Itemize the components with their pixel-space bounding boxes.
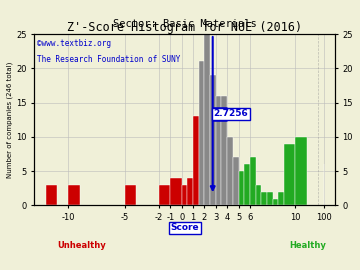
Bar	[68, 185, 80, 205]
X-axis label: Score: Score	[170, 224, 199, 232]
Bar	[244, 164, 250, 205]
Bar	[210, 75, 216, 205]
Bar	[227, 137, 233, 205]
Bar	[125, 185, 136, 205]
Bar	[193, 116, 199, 205]
Bar	[188, 178, 193, 205]
Bar	[295, 137, 307, 205]
Bar	[171, 178, 182, 205]
Text: 2.7256: 2.7256	[213, 109, 248, 119]
Bar	[239, 171, 244, 205]
Bar	[267, 192, 273, 205]
Bar	[250, 157, 256, 205]
Bar	[204, 34, 210, 205]
Text: Unhealthy: Unhealthy	[57, 241, 106, 250]
Bar	[221, 96, 227, 205]
Text: ©www.textbiz.org: ©www.textbiz.org	[37, 39, 111, 48]
Bar	[261, 192, 267, 205]
Bar	[46, 185, 57, 205]
Bar	[216, 96, 221, 205]
Bar	[284, 144, 295, 205]
Bar	[278, 192, 284, 205]
Text: Healthy: Healthy	[289, 241, 327, 250]
Bar	[159, 185, 171, 205]
Bar	[199, 62, 204, 205]
Y-axis label: Number of companies (246 total): Number of companies (246 total)	[7, 62, 13, 178]
Text: The Research Foundation of SUNY: The Research Foundation of SUNY	[37, 55, 181, 64]
Title: Z'-Score Histogram for NUE (2016): Z'-Score Histogram for NUE (2016)	[67, 21, 302, 34]
Text: Sector: Basic Materials: Sector: Basic Materials	[113, 19, 257, 29]
Bar	[182, 185, 188, 205]
Bar	[273, 198, 278, 205]
Bar	[233, 157, 239, 205]
Bar	[256, 185, 261, 205]
